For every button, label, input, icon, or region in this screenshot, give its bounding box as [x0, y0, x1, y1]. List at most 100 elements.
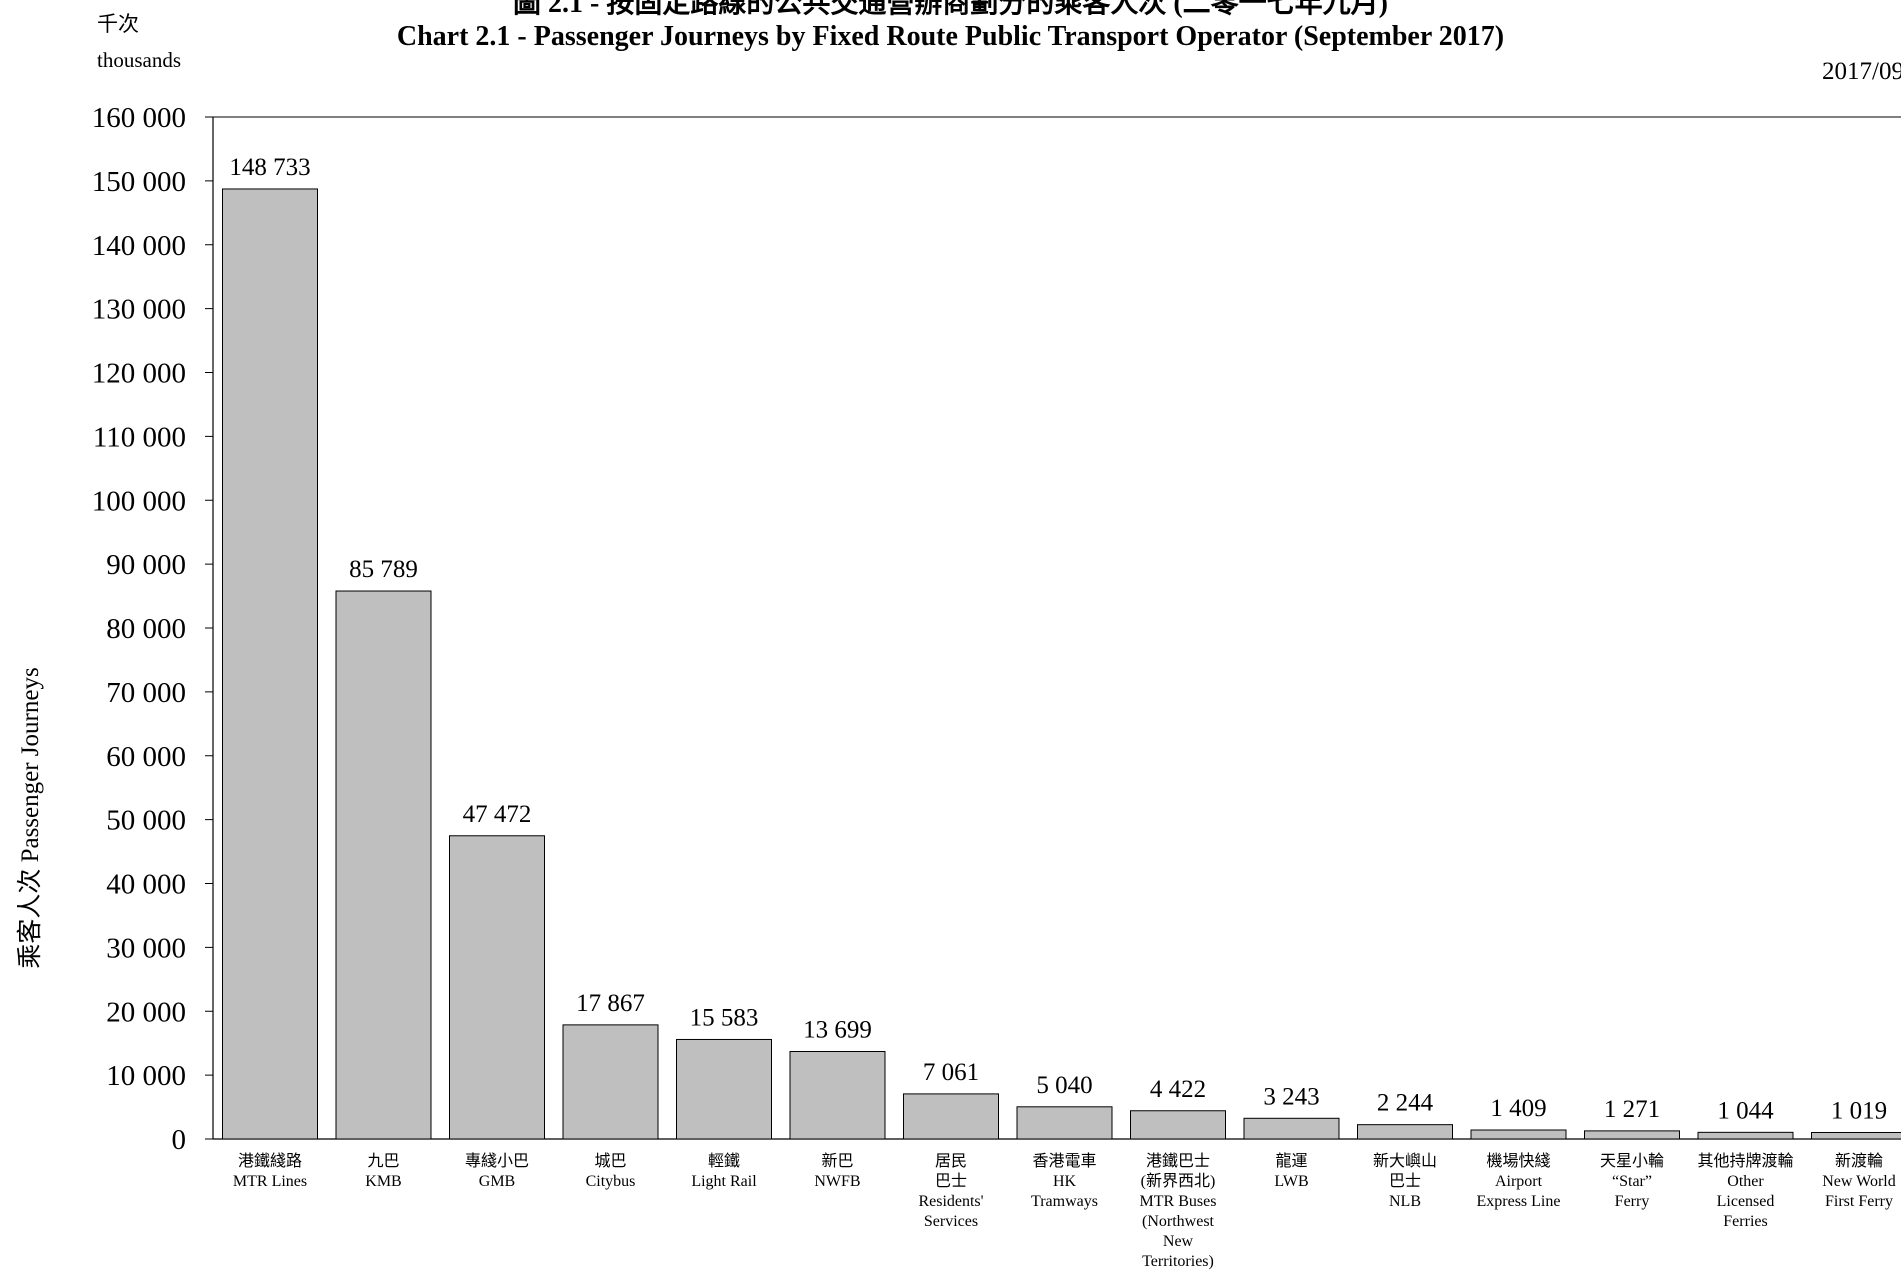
y-tick-label: 140 000	[92, 230, 186, 262]
bar	[335, 590, 432, 1140]
x-category-label-line: HK	[1053, 1173, 1077, 1190]
bar-value-label: 148 733	[229, 154, 310, 181]
x-category-label-line: Residents'	[918, 1193, 983, 1210]
bar-value-label: 47 472	[463, 801, 532, 828]
x-category-label-line: GMB	[479, 1173, 515, 1190]
bar	[676, 1038, 772, 1140]
bar-value-label: 5 040	[1036, 1072, 1092, 1099]
bar-value-label: 1 271	[1604, 1096, 1660, 1123]
y-tick-label: 160 000	[92, 102, 186, 134]
bar-value-label: 1 409	[1490, 1095, 1546, 1122]
x-category-label-line: Ferry	[1615, 1193, 1650, 1210]
x-category-label-line: Territories)	[1142, 1253, 1214, 1270]
x-category-label-line: Services	[924, 1213, 978, 1230]
bar-value-label: 4 422	[1150, 1076, 1206, 1103]
x-category-label-line: 天星小輪	[1600, 1152, 1664, 1170]
x-category-label-line: 巴士	[1389, 1172, 1421, 1190]
x-category-label-line: “Star”	[1612, 1173, 1652, 1190]
x-category-label: 其他持牌渡輪 Other Licensed Ferries	[1697, 1152, 1793, 1230]
y-tick-label: 150 000	[92, 166, 186, 198]
unit-label-zh: 千次	[97, 12, 139, 36]
chart-date: 2017/09	[1822, 58, 1901, 85]
x-category-label-line: 專綫小巴	[465, 1152, 529, 1170]
y-tick-label: 130 000	[92, 294, 186, 326]
unit-label-en: thousands	[97, 48, 181, 72]
y-tick-label: 60 000	[106, 741, 186, 773]
x-category-label-line: Other	[1727, 1173, 1764, 1190]
bar	[1243, 1117, 1340, 1140]
x-category-label-line: (Northwest	[1142, 1213, 1215, 1230]
bar-value-label: 7 061	[923, 1059, 979, 1086]
x-category-label-line: First Ferry	[1825, 1193, 1893, 1210]
x-category-label-line: Ferries	[1723, 1213, 1767, 1230]
bar	[222, 188, 318, 1140]
x-category-label-line: 機場快綫	[1486, 1152, 1550, 1170]
bar	[1811, 1131, 1901, 1140]
x-category-label-line: Express Line	[1477, 1193, 1561, 1210]
bar	[903, 1093, 999, 1140]
x-category-label-line: Light Rail	[691, 1173, 757, 1190]
chart-title-zh: 圖 2.1 - 按固定路線的公共交通營辦商劃分的乘客人次 (二零一七年九月)	[513, 0, 1388, 19]
chart-title-en: Chart 2.1 - Passenger Journeys by Fixed …	[396, 21, 1505, 52]
y-tick-label: 10 000	[106, 1060, 186, 1092]
x-category-label: 香港電車 HK Tramways	[1031, 1152, 1098, 1210]
x-category-label: 新大嶼山巴士 NLB	[1373, 1152, 1437, 1210]
x-category-label: 輕鐵 Light Rail	[691, 1151, 757, 1190]
x-category-label: 新渡輪 New World First Ferry	[1822, 1152, 1896, 1210]
x-category-label-line: 巴士	[935, 1172, 967, 1190]
x-category-label: 港鐵綫路 MTR Lines	[233, 1151, 307, 1190]
x-category-label: 居民巴士 Residents' Services	[918, 1153, 983, 1230]
y-tick-label: 110 000	[93, 421, 186, 453]
y-tick-label: 50 000	[106, 805, 186, 837]
x-category-label: 龍運 LWB	[1274, 1152, 1308, 1190]
x-category-label-line: New	[1163, 1233, 1194, 1250]
y-tick-label: 40 000	[106, 869, 186, 901]
bar-value-label: 13 699	[803, 1016, 872, 1043]
y-tick-label: 70 000	[106, 677, 186, 709]
x-category-label-line: 新巴	[821, 1152, 853, 1170]
x-category-label-line: 港鐵綫路	[238, 1151, 302, 1170]
x-category-label-line: 居民	[935, 1153, 967, 1170]
bar	[1016, 1106, 1113, 1140]
bar-value-label: 2 244	[1377, 1090, 1434, 1117]
bar	[1584, 1130, 1680, 1140]
x-category-label-line: Airport	[1495, 1173, 1543, 1190]
x-category-label-line: NLB	[1389, 1193, 1421, 1210]
y-tick-label: 20 000	[106, 996, 186, 1028]
y-tick-label: 120 000	[92, 358, 186, 390]
x-category-label: 天星小輪 “Star” Ferry	[1600, 1152, 1664, 1210]
bar-value-label: 15 583	[690, 1004, 759, 1031]
x-category-label-line: NWFB	[814, 1173, 860, 1190]
y-tick-label: 0	[172, 1124, 187, 1156]
bar-value-label: 1 044	[1717, 1097, 1774, 1124]
x-category-label-line: (新界西北)	[1141, 1172, 1216, 1190]
bar-value-label: 17 867	[576, 990, 645, 1017]
y-tick-label: 30 000	[106, 932, 186, 964]
x-category-label-line: 新大嶼山	[1373, 1152, 1437, 1170]
bar	[562, 1024, 659, 1140]
x-category-label: 城巴 Citybus	[586, 1152, 636, 1190]
x-category-label: 專綫小巴 GMB	[465, 1152, 529, 1190]
bar-value-label: 1 019	[1831, 1097, 1887, 1124]
x-category-label-line: 新渡輪	[1835, 1152, 1883, 1170]
x-category-label-line: 城巴	[594, 1152, 626, 1170]
x-category-label-line: MTR Lines	[233, 1173, 307, 1190]
y-tick-label: 100 000	[92, 485, 186, 517]
bar	[449, 835, 545, 1140]
x-category-label-line: New World	[1822, 1173, 1896, 1190]
x-category-label: 港鐵巴士 (新界西北) MTR Buses (Northwest New Territor…	[1140, 1151, 1217, 1270]
x-category-label-line: Licensed	[1717, 1193, 1775, 1210]
y-tick-label: 80 000	[106, 613, 186, 645]
x-category-label-line: 輕鐵	[708, 1151, 740, 1170]
bar	[1130, 1110, 1226, 1140]
x-category-label: 新巴 NWFB	[814, 1152, 860, 1190]
x-category-label-line: Tramways	[1031, 1193, 1098, 1210]
bar	[1470, 1129, 1567, 1140]
y-tick-label: 90 000	[106, 549, 186, 581]
x-category-label-line: MTR Buses	[1140, 1193, 1217, 1210]
x-category-label-line: KMB	[365, 1173, 401, 1190]
bar	[789, 1050, 886, 1140]
x-category-label-line: Citybus	[586, 1173, 636, 1190]
x-category-label-line: 其他持牌渡輪	[1697, 1152, 1793, 1170]
